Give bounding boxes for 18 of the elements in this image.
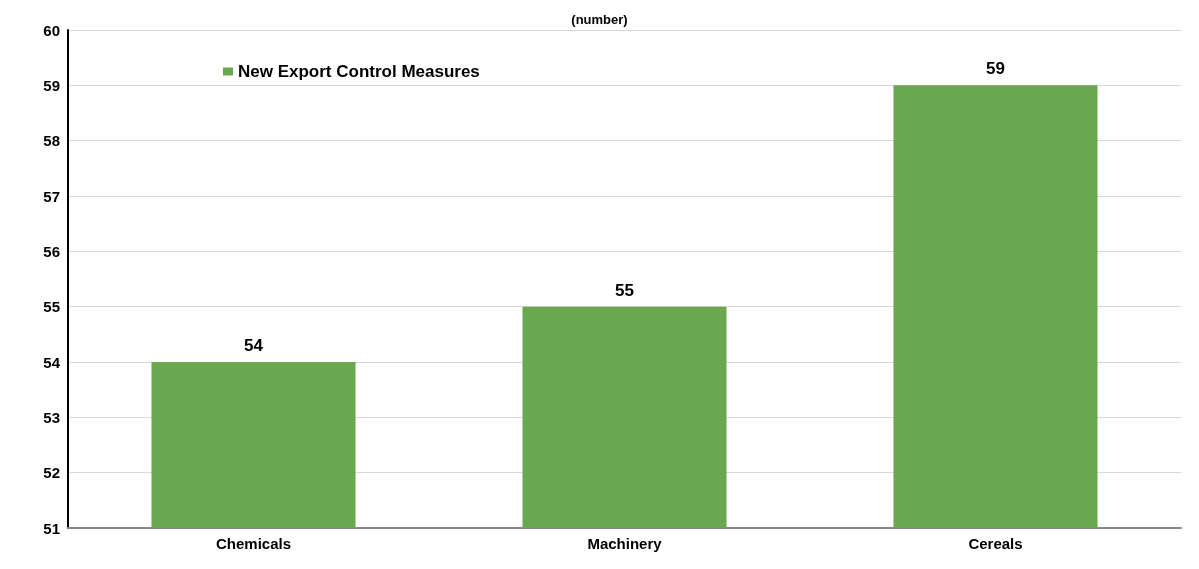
y-tick-label: 52: [43, 464, 60, 482]
y-tick-label: 57: [43, 187, 60, 205]
y-tick-label: 53: [43, 408, 60, 426]
data-label: 54: [244, 336, 264, 355]
data-label: 55: [615, 280, 634, 300]
y-tick-label: 56: [43, 242, 60, 260]
y-tick-label: 51: [43, 519, 60, 537]
y-tick-label: 54: [43, 353, 61, 371]
legend-label: New Export Control Measures: [238, 62, 480, 81]
y-tick-label: 60: [43, 21, 60, 39]
data-label: 59: [986, 59, 1005, 79]
x-tick-label: Machinery: [587, 535, 663, 552]
y-tick-label: 55: [43, 298, 60, 316]
y-tick-label: 59: [43, 76, 60, 94]
x-tick-label: Cereals: [968, 535, 1023, 552]
chart-title: (number): [571, 12, 628, 27]
x-tick-label: Chemicals: [215, 535, 292, 552]
y-tick-label: 58: [43, 132, 60, 150]
